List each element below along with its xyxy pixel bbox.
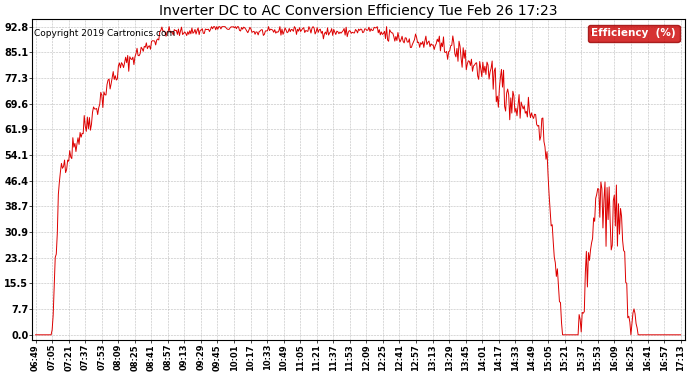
Title: Inverter DC to AC Conversion Efficiency Tue Feb 26 17:23: Inverter DC to AC Conversion Efficiency … <box>159 4 558 18</box>
Text: Copyright 2019 Cartronics.com: Copyright 2019 Cartronics.com <box>34 29 175 38</box>
Legend: Efficiency  (%): Efficiency (%) <box>588 24 680 42</box>
